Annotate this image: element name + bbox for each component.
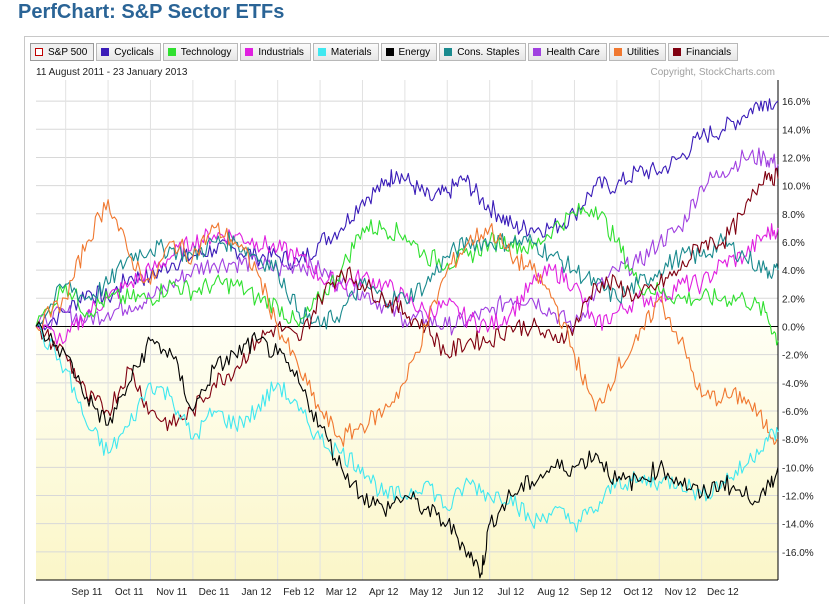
legend-item-utilities[interactable]: Utilities xyxy=(608,43,667,61)
legend-item-cyclicals[interactable]: Cyclicals xyxy=(96,43,161,61)
y-tick-label: 2.0% xyxy=(782,294,805,305)
series-line-industrials xyxy=(35,223,779,345)
legend-swatch xyxy=(444,48,453,56)
y-tick-label: -16.0% xyxy=(782,548,814,559)
legend-label: Financials xyxy=(686,46,732,58)
legend-swatch xyxy=(167,48,176,56)
legend-item-industrials[interactable]: Industrials xyxy=(240,43,311,61)
legend-item-energy[interactable]: Energy xyxy=(380,43,438,61)
y-tick-label: 6.0% xyxy=(782,238,805,249)
y-tick-label: -10.0% xyxy=(782,463,814,474)
x-tick-label: Oct 12 xyxy=(623,587,653,598)
legend-swatch xyxy=(613,48,622,56)
y-tick-label: -6.0% xyxy=(782,407,808,418)
x-tick-label: Jul 12 xyxy=(498,587,525,598)
series-line-cons-staples xyxy=(35,231,779,330)
series-line-cyclicals xyxy=(35,98,779,331)
series-line-financials xyxy=(35,167,779,432)
legend-item-financials[interactable]: Financials xyxy=(668,43,739,61)
legend-item-materials[interactable]: Materials xyxy=(312,43,379,61)
x-tick-label: May 12 xyxy=(410,587,443,598)
y-tick-label: -8.0% xyxy=(782,435,808,446)
legend-label: S&P 500 xyxy=(48,46,88,58)
x-tick-label: Sep 12 xyxy=(580,587,612,598)
legend-swatch xyxy=(533,48,542,56)
legend-label: Energy xyxy=(398,46,431,58)
legend-bar: S&P 500 Cyclicals Technology Industrials Mat… xyxy=(30,43,739,61)
plot-area-positive xyxy=(36,80,778,327)
x-tick-label: Feb 12 xyxy=(283,587,315,598)
legend-swatch xyxy=(35,48,43,56)
legend-swatch xyxy=(245,48,254,56)
series-line-utilities xyxy=(35,199,779,447)
legend-label: Cons. Staples xyxy=(457,46,520,58)
legend-swatch xyxy=(673,48,682,56)
y-tick-label: 4.0% xyxy=(782,266,805,277)
date-range-label: 11 August 2011 - 23 January 2013 xyxy=(36,67,188,78)
x-tick-label: Apr 12 xyxy=(369,587,399,598)
x-tick-label: Dec 12 xyxy=(707,587,739,598)
x-tick-label: Nov 11 xyxy=(156,587,187,598)
legend-label: Technology xyxy=(180,46,232,58)
legend-label: Utilities xyxy=(626,46,660,58)
legend-item-s-p-500[interactable]: S&P 500 xyxy=(30,43,95,61)
y-tick-label: -4.0% xyxy=(782,379,808,390)
y-tick-label: 14.0% xyxy=(782,125,810,136)
x-tick-label: Jun 12 xyxy=(453,587,483,598)
x-tick-label: Mar 12 xyxy=(326,587,358,598)
legend-label: Health Care xyxy=(546,46,600,58)
legend-swatch xyxy=(385,48,394,56)
y-tick-label: 16.0% xyxy=(782,97,810,108)
x-tick-label: Jan 12 xyxy=(241,587,271,598)
series-line-materials xyxy=(35,322,779,533)
legend-item-technology[interactable]: Technology xyxy=(162,43,239,61)
legend-label: Cyclicals xyxy=(114,46,154,58)
x-tick-label: Nov 12 xyxy=(665,587,697,598)
series-line-energy xyxy=(35,321,779,579)
x-tick-label: Aug 12 xyxy=(537,587,569,598)
legend-item-health-care[interactable]: Health Care xyxy=(528,43,607,61)
x-tick-label: Oct 11 xyxy=(115,587,144,598)
y-tick-label: 12.0% xyxy=(782,153,810,164)
legend-swatch xyxy=(101,48,110,56)
page-title: PerfChart: S&P Sector ETFs xyxy=(18,1,285,23)
y-tick-label: 0.0% xyxy=(782,322,805,333)
y-tick-label: -14.0% xyxy=(782,520,814,531)
x-tick-label: Sep 11 xyxy=(71,587,102,598)
legend-label: Industrials xyxy=(258,46,304,58)
y-tick-label: -12.0% xyxy=(782,491,814,502)
legend-label: Materials xyxy=(330,46,372,58)
plot-area-negative xyxy=(36,326,778,580)
x-tick-label: Dec 11 xyxy=(199,587,230,598)
y-tick-label: 8.0% xyxy=(782,210,805,221)
copyright-label: Copyright, StockCharts.com xyxy=(650,67,776,78)
series-line-technology xyxy=(35,202,779,346)
y-tick-label: -2.0% xyxy=(782,351,808,362)
legend-item-cons-staples[interactable]: Cons. Staples xyxy=(439,43,527,61)
legend-swatch xyxy=(317,48,326,56)
y-tick-label: 10.0% xyxy=(782,182,810,193)
